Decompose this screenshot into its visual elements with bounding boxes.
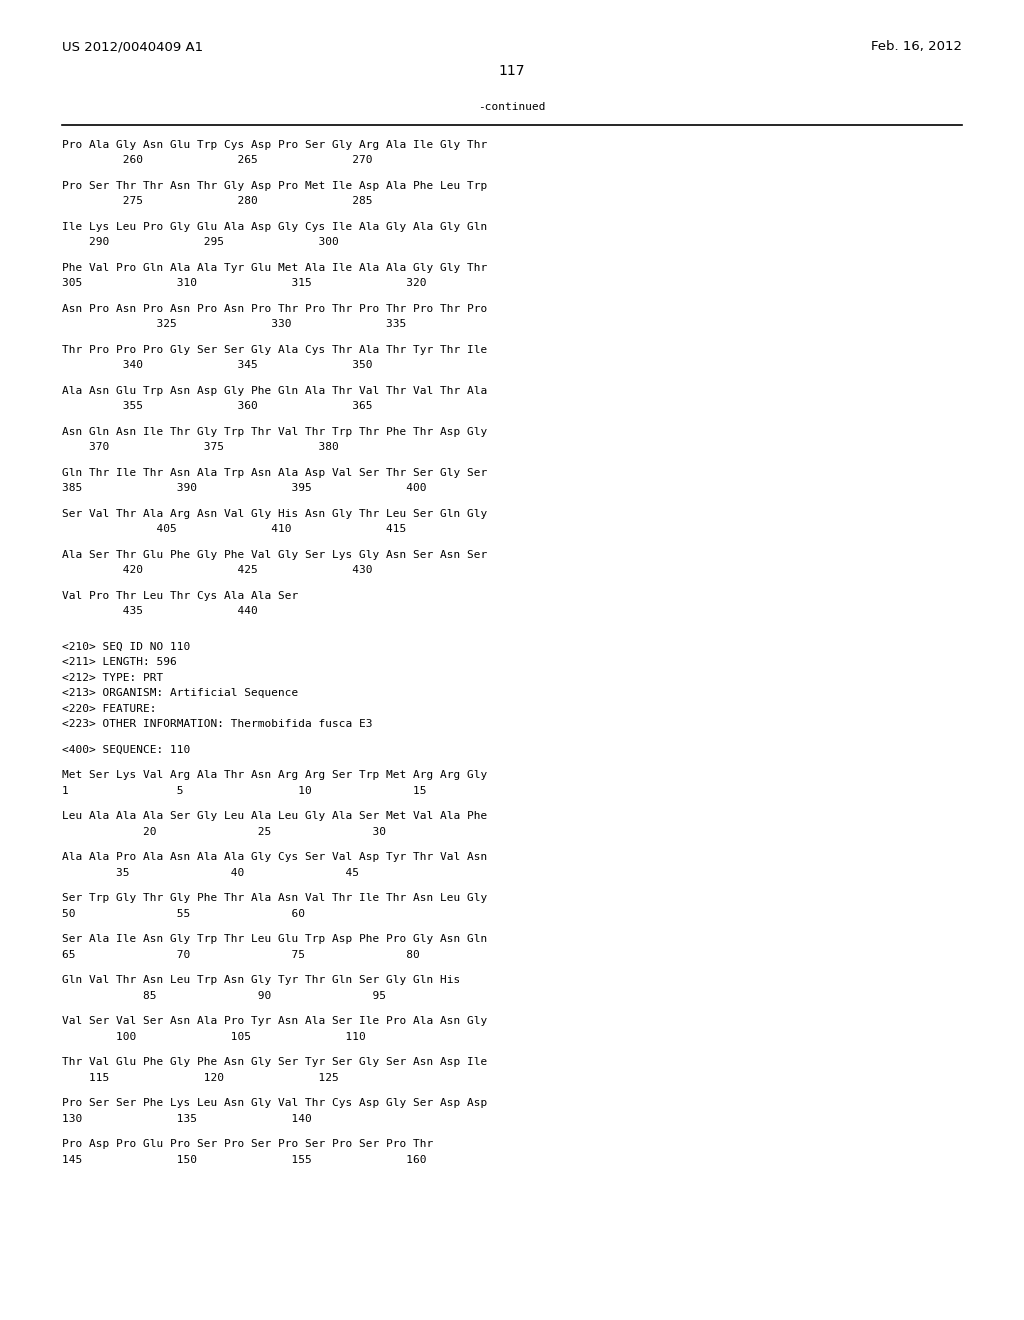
Text: Ala Ala Pro Ala Asn Ala Ala Gly Cys Ser Val Asp Tyr Thr Val Asn: Ala Ala Pro Ala Asn Ala Ala Gly Cys Ser … bbox=[62, 853, 487, 862]
Text: <400> SEQUENCE: 110: <400> SEQUENCE: 110 bbox=[62, 744, 190, 755]
Text: Ser Ala Ile Asn Gly Trp Thr Leu Glu Trp Asp Phe Pro Gly Asn Gln: Ser Ala Ile Asn Gly Trp Thr Leu Glu Trp … bbox=[62, 935, 487, 945]
Text: Ser Val Thr Ala Arg Asn Val Gly His Asn Gly Thr Leu Ser Gln Gly: Ser Val Thr Ala Arg Asn Val Gly His Asn … bbox=[62, 510, 487, 519]
Text: 20               25               30: 20 25 30 bbox=[62, 828, 386, 837]
Text: 340              345              350: 340 345 350 bbox=[62, 360, 373, 371]
Text: 117: 117 bbox=[499, 63, 525, 78]
Text: Ile Lys Leu Pro Gly Glu Ala Asp Gly Cys Ile Ala Gly Ala Gly Gln: Ile Lys Leu Pro Gly Glu Ala Asp Gly Cys … bbox=[62, 222, 487, 232]
Text: Feb. 16, 2012: Feb. 16, 2012 bbox=[871, 40, 962, 53]
Text: 100              105              110: 100 105 110 bbox=[62, 1032, 366, 1041]
Text: Thr Pro Pro Pro Gly Ser Ser Gly Ala Cys Thr Ala Thr Tyr Thr Ile: Thr Pro Pro Pro Gly Ser Ser Gly Ala Cys … bbox=[62, 345, 487, 355]
Text: 50               55               60: 50 55 60 bbox=[62, 909, 305, 919]
Text: 260              265              270: 260 265 270 bbox=[62, 156, 373, 165]
Text: 85               90               95: 85 90 95 bbox=[62, 991, 386, 1001]
Text: Asn Pro Asn Pro Asn Pro Asn Pro Thr Pro Thr Pro Thr Pro Thr Pro: Asn Pro Asn Pro Asn Pro Asn Pro Thr Pro … bbox=[62, 304, 487, 314]
Text: Ser Trp Gly Thr Gly Phe Thr Ala Asn Val Thr Ile Thr Asn Leu Gly: Ser Trp Gly Thr Gly Phe Thr Ala Asn Val … bbox=[62, 894, 487, 903]
Text: Ala Asn Glu Trp Asn Asp Gly Phe Gln Ala Thr Val Thr Val Thr Ala: Ala Asn Glu Trp Asn Asp Gly Phe Gln Ala … bbox=[62, 385, 487, 396]
Text: 145              150              155              160: 145 150 155 160 bbox=[62, 1155, 427, 1166]
Text: Gln Val Thr Asn Leu Trp Asn Gly Tyr Thr Gln Ser Gly Gln His: Gln Val Thr Asn Leu Trp Asn Gly Tyr Thr … bbox=[62, 975, 460, 986]
Text: <212> TYPE: PRT: <212> TYPE: PRT bbox=[62, 673, 163, 682]
Text: 305              310              315              320: 305 310 315 320 bbox=[62, 279, 427, 289]
Text: 1                5                 10               15: 1 5 10 15 bbox=[62, 785, 427, 796]
Text: <210> SEQ ID NO 110: <210> SEQ ID NO 110 bbox=[62, 642, 190, 652]
Text: Pro Ala Gly Asn Glu Trp Cys Asp Pro Ser Gly Arg Ala Ile Gly Thr: Pro Ala Gly Asn Glu Trp Cys Asp Pro Ser … bbox=[62, 140, 487, 150]
Text: <220> FEATURE:: <220> FEATURE: bbox=[62, 704, 157, 714]
Text: 275              280              285: 275 280 285 bbox=[62, 197, 373, 206]
Text: Asn Gln Asn Ile Thr Gly Trp Thr Val Thr Trp Thr Phe Thr Asp Gly: Asn Gln Asn Ile Thr Gly Trp Thr Val Thr … bbox=[62, 426, 487, 437]
Text: Gln Thr Ile Thr Asn Ala Trp Asn Ala Asp Val Ser Thr Ser Gly Ser: Gln Thr Ile Thr Asn Ala Trp Asn Ala Asp … bbox=[62, 469, 487, 478]
Text: 420              425              430: 420 425 430 bbox=[62, 565, 373, 576]
Text: 355              360              365: 355 360 365 bbox=[62, 401, 373, 412]
Text: 405              410              415: 405 410 415 bbox=[62, 524, 407, 535]
Text: Thr Val Glu Phe Gly Phe Asn Gly Ser Tyr Ser Gly Ser Asn Asp Ile: Thr Val Glu Phe Gly Phe Asn Gly Ser Tyr … bbox=[62, 1057, 487, 1068]
Text: 385              390              395              400: 385 390 395 400 bbox=[62, 483, 427, 494]
Text: 290              295              300: 290 295 300 bbox=[62, 238, 339, 247]
Text: Phe Val Pro Gln Ala Ala Tyr Glu Met Ala Ile Ala Ala Gly Gly Thr: Phe Val Pro Gln Ala Ala Tyr Glu Met Ala … bbox=[62, 263, 487, 273]
Text: Pro Ser Ser Phe Lys Leu Asn Gly Val Thr Cys Asp Gly Ser Asp Asp: Pro Ser Ser Phe Lys Leu Asn Gly Val Thr … bbox=[62, 1098, 487, 1109]
Text: <213> ORGANISM: Artificial Sequence: <213> ORGANISM: Artificial Sequence bbox=[62, 689, 298, 698]
Text: Leu Ala Ala Ala Ser Gly Leu Ala Leu Gly Ala Ser Met Val Ala Phe: Leu Ala Ala Ala Ser Gly Leu Ala Leu Gly … bbox=[62, 812, 487, 821]
Text: 115              120              125: 115 120 125 bbox=[62, 1073, 339, 1082]
Text: 325              330              335: 325 330 335 bbox=[62, 319, 407, 330]
Text: <211> LENGTH: 596: <211> LENGTH: 596 bbox=[62, 657, 177, 668]
Text: 35               40               45: 35 40 45 bbox=[62, 869, 359, 878]
Text: Pro Asp Pro Glu Pro Ser Pro Ser Pro Ser Pro Ser Pro Thr: Pro Asp Pro Glu Pro Ser Pro Ser Pro Ser … bbox=[62, 1139, 433, 1150]
Text: <223> OTHER INFORMATION: Thermobifida fusca E3: <223> OTHER INFORMATION: Thermobifida fu… bbox=[62, 719, 373, 730]
Text: Met Ser Lys Val Arg Ala Thr Asn Arg Arg Ser Trp Met Arg Arg Gly: Met Ser Lys Val Arg Ala Thr Asn Arg Arg … bbox=[62, 771, 487, 780]
Text: Val Pro Thr Leu Thr Cys Ala Ala Ser: Val Pro Thr Leu Thr Cys Ala Ala Ser bbox=[62, 591, 298, 601]
Text: Pro Ser Thr Thr Asn Thr Gly Asp Pro Met Ile Asp Ala Phe Leu Trp: Pro Ser Thr Thr Asn Thr Gly Asp Pro Met … bbox=[62, 181, 487, 191]
Text: 370              375              380: 370 375 380 bbox=[62, 442, 339, 453]
Text: 65               70               75               80: 65 70 75 80 bbox=[62, 950, 420, 960]
Text: 130              135              140: 130 135 140 bbox=[62, 1114, 311, 1125]
Text: 435              440: 435 440 bbox=[62, 606, 258, 616]
Text: Ala Ser Thr Glu Phe Gly Phe Val Gly Ser Lys Gly Asn Ser Asn Ser: Ala Ser Thr Glu Phe Gly Phe Val Gly Ser … bbox=[62, 550, 487, 560]
Text: -continued: -continued bbox=[478, 102, 546, 112]
Text: Val Ser Val Ser Asn Ala Pro Tyr Asn Ala Ser Ile Pro Ala Asn Gly: Val Ser Val Ser Asn Ala Pro Tyr Asn Ala … bbox=[62, 1016, 487, 1027]
Text: US 2012/0040409 A1: US 2012/0040409 A1 bbox=[62, 40, 203, 53]
